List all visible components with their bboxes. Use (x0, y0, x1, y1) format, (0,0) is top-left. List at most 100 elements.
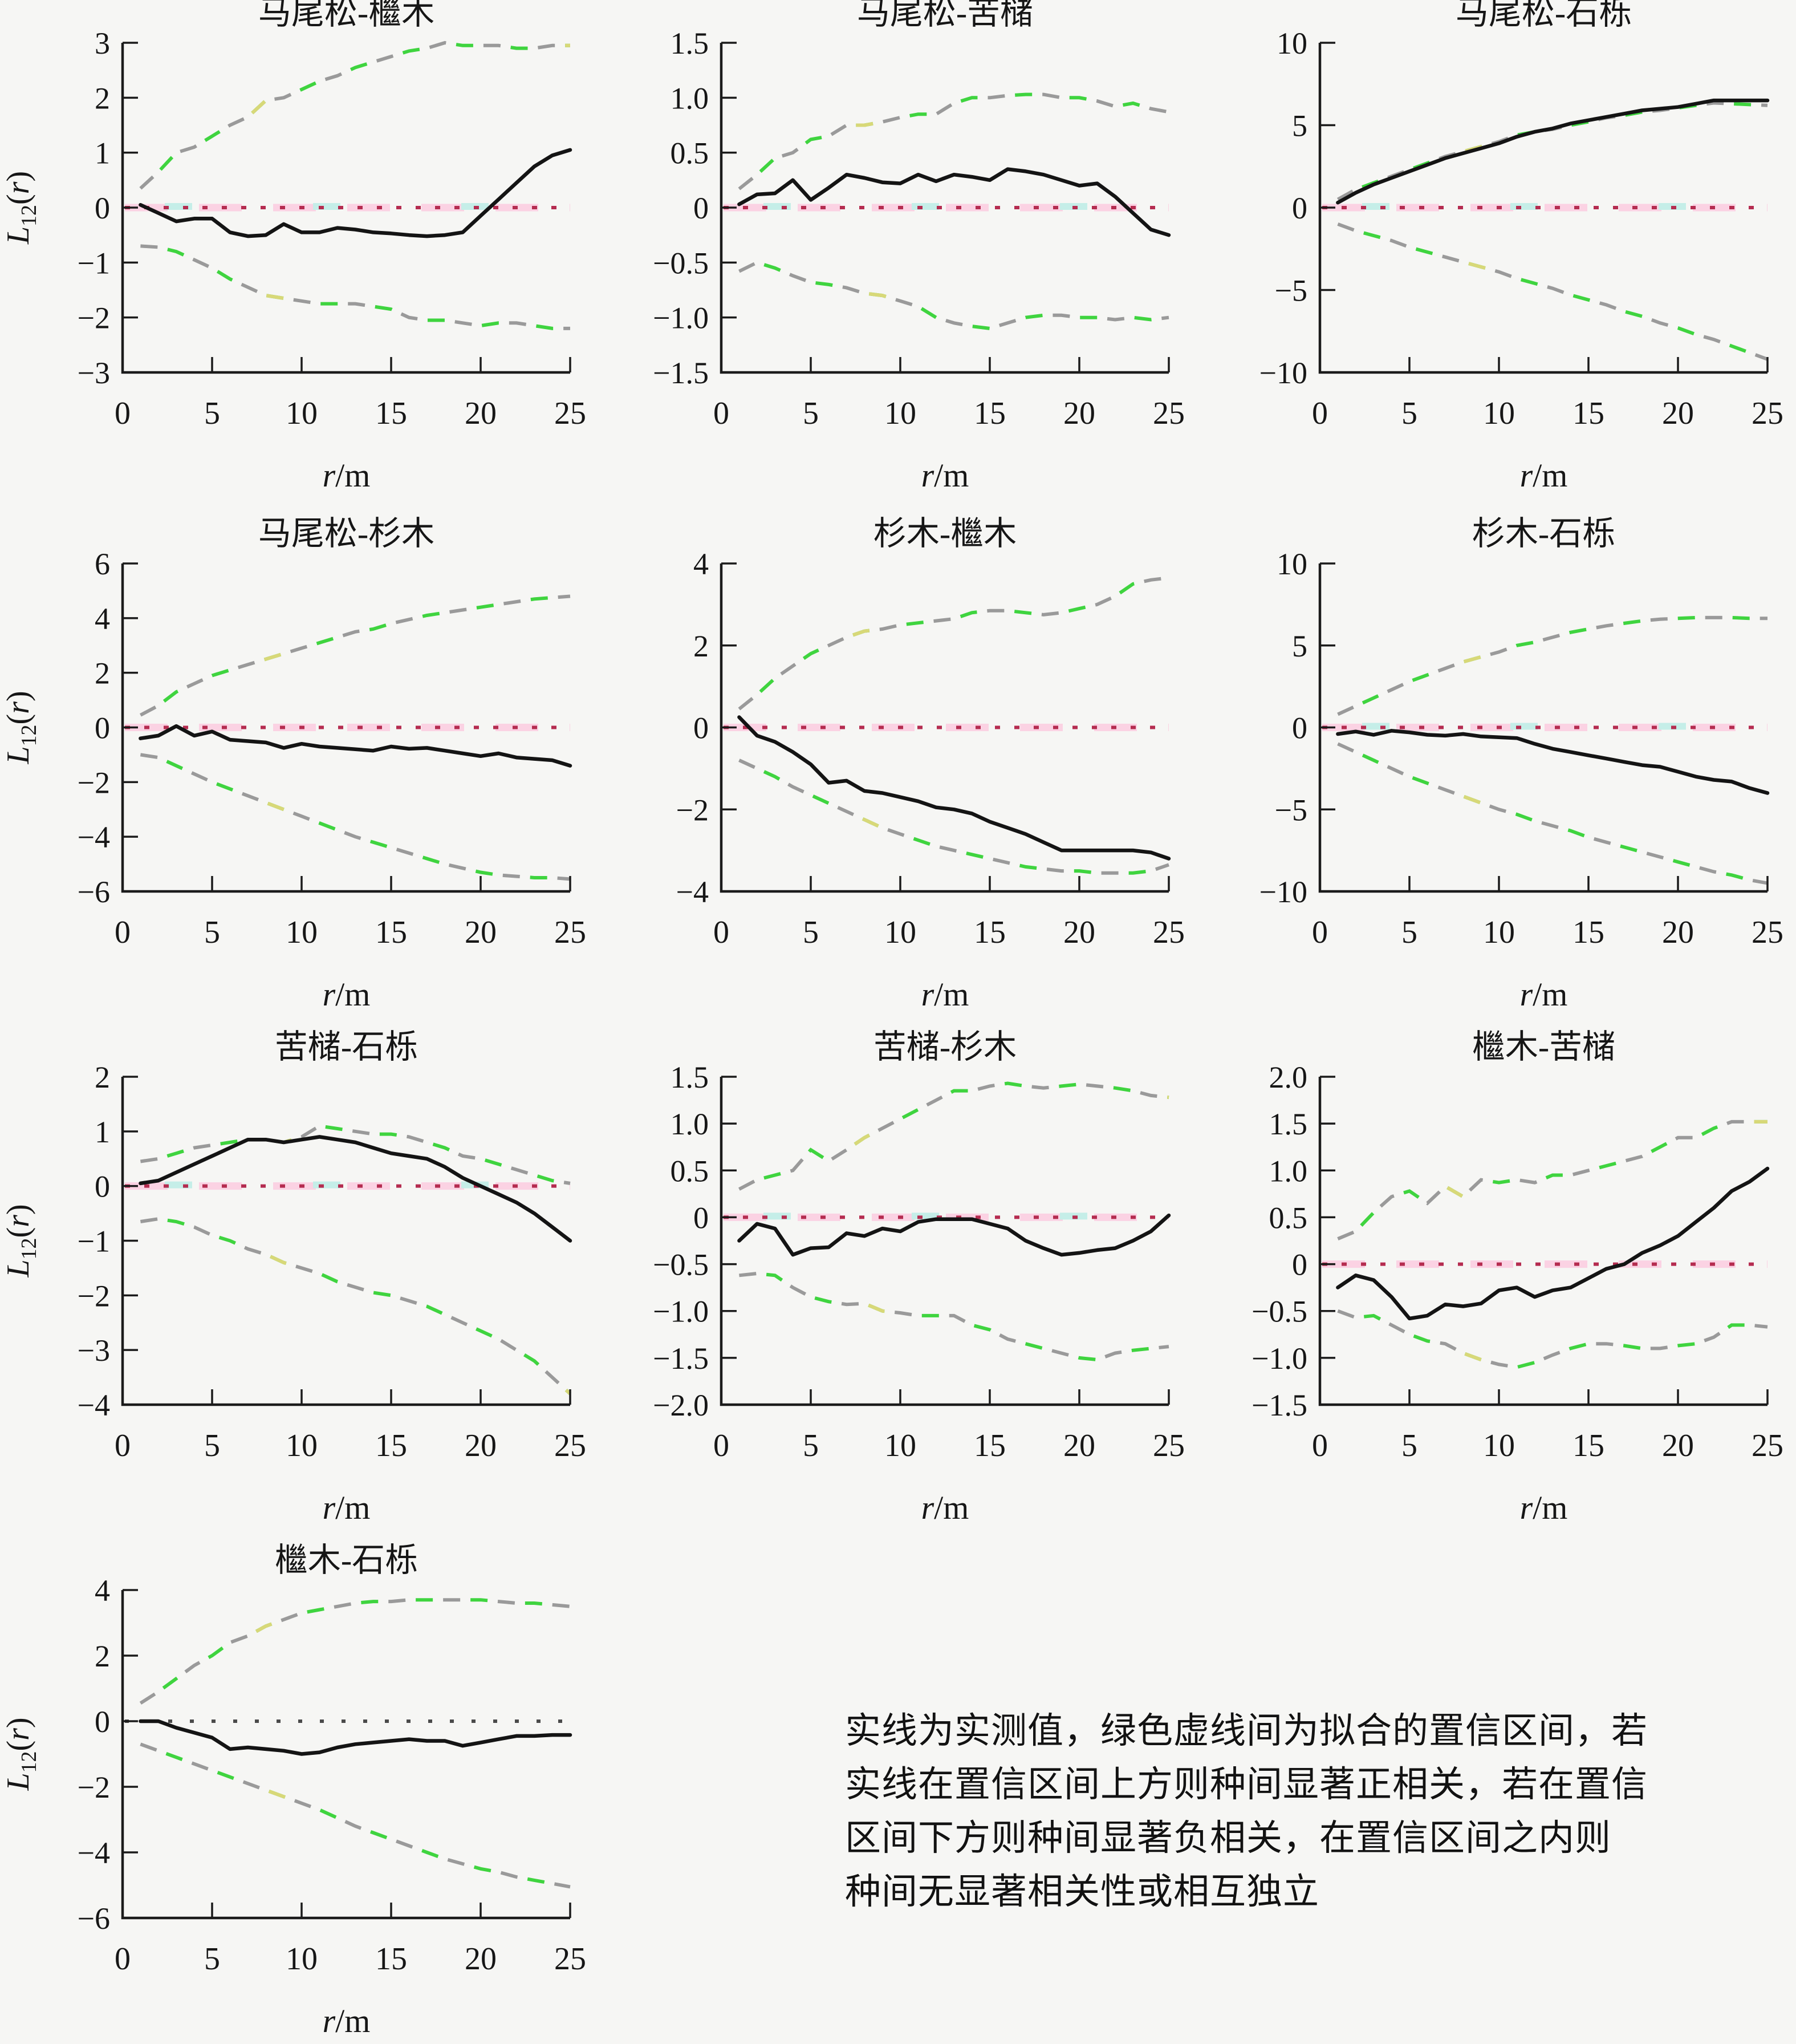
y-tick-label: −1.5 (1251, 1388, 1307, 1422)
upper-envelope-green (140, 1124, 571, 1185)
y-tick-label: 2 (95, 1639, 110, 1673)
y-tick-label: −1.5 (653, 356, 709, 390)
y-tick-label: 0 (1292, 1248, 1307, 1282)
x-tick-label: 10 (286, 396, 318, 431)
x-tick-label: 15 (375, 396, 407, 431)
upper-envelope-yellow (1337, 615, 1767, 716)
axes (1318, 1077, 1767, 1406)
caption-line-2: 实线在置信区间上方则种间显著正相关，若在置信 (845, 1765, 1648, 1804)
x-tick-label: 0 (1312, 1428, 1328, 1463)
y-tick-label: 6 (95, 547, 110, 581)
y-tick-label: 1.5 (671, 26, 709, 60)
upper-envelope-gray (1336, 101, 1768, 201)
y-tick-label: 1.0 (1269, 1154, 1308, 1188)
y-tick-label: −6 (78, 875, 110, 909)
x-tick-label: 10 (286, 915, 318, 950)
lower-envelope-yellow (140, 1742, 571, 1889)
upper-envelope-green (738, 92, 1169, 190)
x-tick-label: 0 (115, 915, 131, 950)
x-tick-label: 25 (554, 915, 586, 950)
lower-envelope-green (140, 244, 570, 330)
lower-envelope-green (140, 753, 571, 881)
chart-title: 马尾松-檵木 (258, 0, 434, 31)
upper-envelope-yellow (738, 1081, 1169, 1191)
upper-envelope-gray (139, 594, 571, 717)
upper-envelope-green (738, 576, 1169, 711)
observed-line (737, 167, 1171, 237)
y-tick-label: 0.5 (671, 1154, 709, 1188)
lower-envelope-green (738, 759, 1169, 875)
x-axis-label: r/m (323, 976, 371, 1013)
lower-envelope-green (738, 261, 1169, 330)
y-tick-label: −10 (1259, 875, 1307, 909)
x-tick-label: 10 (1483, 396, 1515, 431)
y-tick-label: 0 (693, 711, 709, 745)
observed-line (1336, 729, 1770, 795)
y-axis-label: L12(r) (1, 1204, 41, 1278)
x-tick-label: 25 (1752, 396, 1783, 431)
y-tick-label: 0 (95, 1705, 110, 1739)
x-tick-label: 5 (204, 1428, 220, 1463)
upper-envelope-yellow (1336, 101, 1768, 201)
x-axis-label: r/m (323, 457, 371, 494)
y-tick-label: 2 (95, 656, 110, 691)
caption-line-3: 区间下方则种间显著负相关，在置信区间之内则 (845, 1818, 1611, 1858)
upper-envelope-green (1337, 1120, 1767, 1240)
subplot-5: 杉木-檵木 4 2 0 −2 −4 0 5 10 15 20 25 r/m (599, 502, 1197, 1015)
y-tick-label: −3 (78, 356, 110, 390)
x-tick-label: 0 (1312, 396, 1328, 431)
x-tick-label: 25 (554, 1941, 586, 1977)
y-tick-label: −5 (1275, 274, 1307, 308)
lower-envelope-yellow (738, 261, 1169, 330)
y-tick-label: 0 (693, 1201, 709, 1235)
lower-envelope-gray (140, 1742, 571, 1889)
subplot-9: 檵木-苦槠 2.0 1.5 1.0 0.5 0 −0.5 −1.0 −1.5 0 5 10 15 20 25… (1197, 1015, 1796, 1528)
lower-envelope-green (1337, 1309, 1768, 1369)
lower-envelope-green (140, 1217, 572, 1396)
axes (121, 1077, 570, 1406)
x-axis-label: r/m (921, 1489, 969, 1526)
x-tick-label: 20 (465, 915, 497, 950)
subplot-2: 马尾松-苦槠 1.5 1.0 0.5 0 −0.5 −1.0 −1.5 0 5 10 15 20 25 r/… (599, 0, 1197, 502)
y-tick-label: −2 (676, 793, 709, 827)
observed-line (1336, 1166, 1770, 1321)
x-tick-label: 15 (1572, 1428, 1604, 1463)
x-tick-label: 15 (1572, 396, 1604, 431)
subplot-3: 马尾松-石栎 10 5 0 −5 −10 0 5 10 15 20 25 r/m (1197, 0, 1796, 502)
lower-envelope-yellow (1337, 742, 1768, 885)
observed-line (737, 1213, 1171, 1257)
subplot-6: 杉木-石栎 10 5 0 −5 −10 0 5 10 15 20 25 r/m (1197, 502, 1796, 1015)
y-tick-label: −10 (1259, 356, 1307, 390)
x-tick-label: 20 (465, 1941, 497, 1977)
upper-envelope-yellow (139, 1598, 571, 1705)
subplot-1: 马尾松-檵木 3 2 1 0 −1 −2 −3 0 5 10 15 20 25 r/m L12(r) (0, 0, 599, 502)
y-tick-label: −2 (78, 301, 110, 335)
chart-title: 苦槠-杉木 (873, 1028, 1017, 1065)
x-axis-label: r/m (1520, 1489, 1568, 1526)
observed-line (1336, 98, 1770, 205)
subplot-svg: 檵木-苦槠2.01.51.00.50−0.5−1.0−1.50 5 10 15 20 25… (1251, 1028, 1783, 1526)
x-tick-label: 10 (286, 1428, 318, 1463)
lower-envelope-yellow (140, 753, 571, 881)
x-tick-label: 0 (115, 1428, 131, 1463)
subplot-7: 苦槠-石栎 2 1 0 −1 −2 −3 −4 0 5 10 15 20 25 r/m L12(r) (0, 1015, 599, 1528)
subplot-8: 苦槠-杉木 1.5 1.0 0.5 0 −0.5 −1.0 −1.5 −2.0 0 5 10 15 20 2… (599, 1015, 1197, 1528)
y-tick-label: −4 (676, 875, 709, 909)
lower-envelope-gray (140, 753, 571, 881)
y-tick-label: 4 (693, 547, 709, 581)
observed-line (737, 715, 1171, 861)
observed-line (139, 1719, 572, 1756)
x-tick-label: 20 (1063, 396, 1095, 431)
x-tick-label: 15 (375, 915, 407, 950)
x-tick-label: 20 (465, 1428, 497, 1463)
y-tick-label: 5 (1292, 629, 1307, 663)
upper-envelope-gray (140, 1124, 571, 1185)
upper-envelope-gray (738, 1081, 1169, 1191)
axes (121, 1590, 570, 1920)
